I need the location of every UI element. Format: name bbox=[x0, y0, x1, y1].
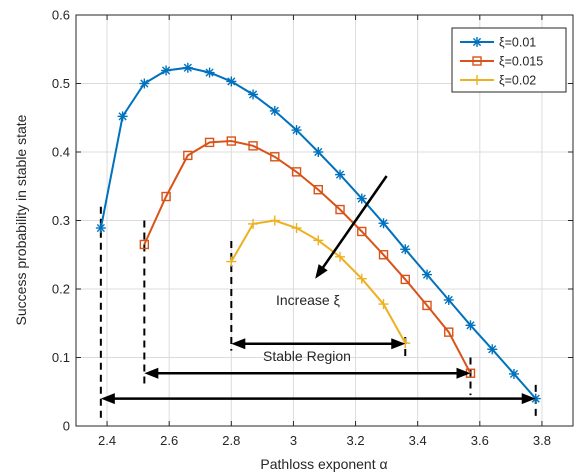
data-point bbox=[335, 251, 346, 262]
data-point bbox=[487, 344, 498, 355]
stable-region-label: Stable Region bbox=[263, 348, 351, 364]
x-tick-label: 3.4 bbox=[409, 433, 427, 448]
legend-marker bbox=[472, 75, 482, 85]
data-point bbox=[357, 226, 367, 237]
data-point bbox=[161, 191, 171, 202]
y-tick-label: 0.2 bbox=[52, 282, 70, 297]
series-layer bbox=[95, 62, 541, 404]
series-1 bbox=[139, 136, 476, 378]
data-point bbox=[204, 137, 215, 148]
arrowhead bbox=[100, 393, 115, 405]
arrow-shaft bbox=[319, 175, 388, 272]
data-point bbox=[161, 65, 172, 76]
data-point bbox=[226, 136, 237, 146]
data-point bbox=[291, 125, 302, 136]
data-point bbox=[313, 147, 324, 157]
data-point bbox=[443, 294, 454, 305]
data-point bbox=[226, 76, 237, 87]
legend-item: ξ=0.02 bbox=[460, 74, 536, 88]
data-point bbox=[270, 152, 280, 162]
legend-item: ξ=0.015 bbox=[460, 55, 543, 69]
data-point bbox=[378, 250, 389, 260]
data-point bbox=[269, 215, 280, 226]
arrowhead bbox=[456, 367, 471, 379]
data-point bbox=[356, 273, 367, 284]
arrowhead bbox=[144, 367, 159, 379]
data-point bbox=[139, 78, 150, 89]
x-tick-label: 3.8 bbox=[533, 433, 551, 448]
arrowhead bbox=[231, 338, 246, 350]
series-line bbox=[143, 139, 472, 374]
legend-label: ξ=0.01 bbox=[499, 36, 536, 50]
data-point bbox=[183, 150, 193, 161]
data-point bbox=[356, 193, 367, 204]
y-tick-label: 0.6 bbox=[52, 8, 70, 23]
data-point bbox=[248, 89, 259, 100]
data-point bbox=[95, 223, 106, 234]
data-point bbox=[291, 167, 302, 177]
data-point bbox=[117, 111, 128, 122]
data-point bbox=[335, 204, 345, 215]
legend-label: ξ=0.02 bbox=[499, 74, 536, 88]
y-tick-label: 0.1 bbox=[52, 350, 70, 365]
data-point bbox=[465, 320, 476, 331]
data-point bbox=[139, 239, 150, 250]
data-point bbox=[400, 244, 411, 255]
data-point bbox=[444, 327, 454, 337]
stable-region-arrow bbox=[144, 367, 471, 379]
x-tick-label: 2.4 bbox=[98, 433, 116, 448]
stable-region-arrow bbox=[100, 393, 536, 405]
increase-xi-label: Increase ξ bbox=[276, 292, 340, 308]
arrowhead bbox=[521, 393, 536, 405]
x-tick-label: 2.8 bbox=[222, 433, 240, 448]
data-point bbox=[291, 223, 302, 234]
data-point bbox=[335, 169, 346, 180]
data-point bbox=[378, 218, 389, 229]
axis-ticks: 2.4 2.6 2.8 3 3.2 3.4 3.6 3.8 0 0.1 0.2 0.3 0.4 0.5 0.… bbox=[52, 8, 573, 448]
data-point bbox=[313, 235, 324, 246]
legend-label: ξ=0.015 bbox=[499, 55, 543, 69]
y-tick-label: 0.4 bbox=[52, 145, 70, 160]
legend-marker bbox=[472, 56, 482, 66]
data-point bbox=[313, 184, 323, 195]
legend-marker bbox=[472, 37, 482, 47]
data-point bbox=[204, 67, 215, 78]
data-point bbox=[422, 269, 433, 280]
series-2 bbox=[226, 215, 411, 349]
increase-xi-arrow bbox=[315, 175, 388, 279]
data-point bbox=[269, 105, 280, 116]
arrowhead bbox=[391, 338, 406, 350]
x-tick-label: 2.6 bbox=[160, 433, 178, 448]
series-0 bbox=[95, 62, 541, 404]
data-point bbox=[226, 256, 237, 267]
annotation-arrows bbox=[100, 175, 536, 405]
x-tick-label: 3.2 bbox=[347, 433, 365, 448]
legend-item: ξ=0.01 bbox=[460, 36, 536, 50]
y-axis-label: Success probability in stable state bbox=[13, 114, 29, 325]
data-point bbox=[182, 62, 193, 73]
y-tick-label: 0.5 bbox=[52, 76, 70, 91]
x-tick-label: 3.6 bbox=[471, 433, 489, 448]
legend: ξ=0.01 ξ=0.015 ξ=0.02 bbox=[451, 27, 567, 93]
data-point bbox=[378, 299, 389, 310]
y-tick-label: 0.3 bbox=[52, 213, 70, 228]
data-point bbox=[422, 300, 432, 311]
stable-region-arrow bbox=[231, 338, 406, 350]
arrowhead bbox=[315, 264, 328, 279]
x-tick-label: 3 bbox=[290, 433, 297, 448]
x-axis-label: Pathloss exponent α bbox=[260, 456, 387, 472]
data-point bbox=[248, 141, 258, 151]
data-point bbox=[508, 368, 519, 379]
data-point bbox=[248, 218, 259, 229]
data-point bbox=[400, 274, 410, 285]
y-tick-label: 0 bbox=[63, 419, 70, 434]
